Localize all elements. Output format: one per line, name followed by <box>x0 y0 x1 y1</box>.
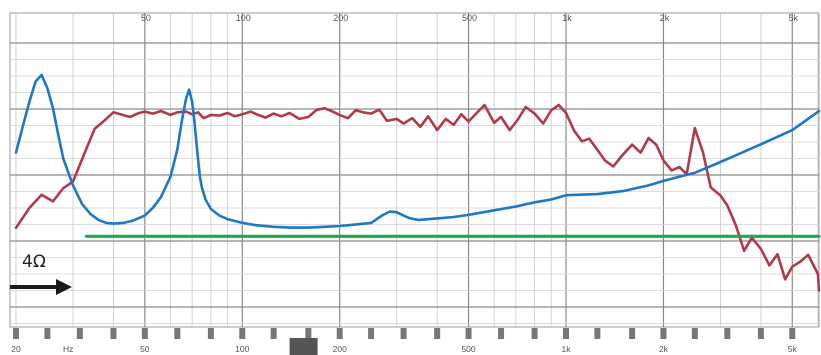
bottom-tick-label: 5k <box>788 344 798 354</box>
grid <box>9 12 820 355</box>
tick-bar <box>434 328 441 339</box>
arrow-icon <box>10 279 72 295</box>
tick-bar <box>270 328 277 339</box>
bottom-tick-label: 1k <box>562 344 572 354</box>
tick-bar <box>13 328 19 339</box>
tick-bar <box>305 328 312 339</box>
tick-bar <box>207 328 214 339</box>
tick-bar <box>141 328 148 339</box>
tick-bar <box>757 328 764 339</box>
scale-block <box>289 338 318 355</box>
top-tick-label: 500 <box>462 13 477 23</box>
bottom-tick-bars <box>13 328 796 355</box>
top-tick-label: 200 <box>333 13 348 23</box>
series-lines <box>14 73 821 292</box>
tick-bar <box>724 328 731 339</box>
top-tick-label: 50 <box>141 13 151 23</box>
tick-bar <box>531 328 538 339</box>
tick-bar <box>368 328 375 339</box>
top-tick-label: 2k <box>660 13 670 23</box>
bottom-tick-label: 100 <box>235 344 249 354</box>
tick-bar <box>76 328 83 339</box>
bottom-tick-label: Hz <box>63 344 73 354</box>
tick-bar <box>336 328 343 339</box>
tick-bar <box>563 328 569 339</box>
tick-labels: 50 100 200 500 1k 2k 5k 20 Hz 50 100 200 500 1k 2k 5k <box>11 13 798 354</box>
top-tick-label: 100 <box>236 13 251 23</box>
bottom-tick-label: 200 <box>333 344 347 354</box>
plot-border <box>9 12 820 328</box>
tick-bar <box>44 328 51 339</box>
impedance-reference-label: 4Ω <box>22 252 46 272</box>
frequency-response-line <box>14 103 821 292</box>
tick-bar <box>465 328 472 339</box>
bottom-tick-label: 500 <box>461 344 475 354</box>
bottom-tick-label: 2k <box>659 344 669 354</box>
impedance-line <box>14 73 821 229</box>
tick-bar <box>110 328 117 339</box>
top-tick-label: 5k <box>789 13 799 23</box>
tick-bar <box>594 328 601 339</box>
bottom-tick-label: 20 <box>11 344 21 354</box>
tick-bar <box>629 328 636 339</box>
bottom-tick-label: 50 <box>140 344 150 354</box>
tick-bar <box>498 328 505 339</box>
tick-bar <box>660 328 667 339</box>
tick-bar <box>691 328 698 339</box>
tick-bar <box>174 328 181 339</box>
tick-bar <box>239 328 246 339</box>
tick-bar <box>789 328 796 339</box>
tick-bar <box>400 328 407 339</box>
top-tick-label: 1k <box>562 13 572 23</box>
